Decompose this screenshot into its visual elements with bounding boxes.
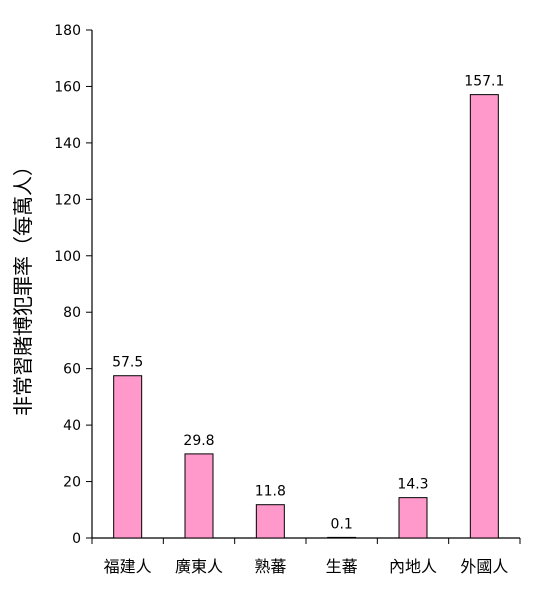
y-tick-label: 180 [54, 23, 81, 39]
bar-0 [113, 375, 143, 539]
y-tick-label: 120 [54, 192, 81, 208]
category-label-2: 熟蕃 [254, 557, 286, 576]
y-tick-label: 40 [63, 418, 81, 434]
y-axis-title: 非常習賭博犯罪率（每萬人） [11, 156, 35, 416]
data-label-0: 57.5 [112, 355, 143, 371]
y-axis-title-group: 非常習賭博犯罪率（每萬人） [11, 156, 35, 416]
bar-5 [469, 94, 499, 539]
y-ticks: 0 20 40 60 80 100 120 140 160 180 [54, 23, 92, 547]
category-label-4: 內地人 [389, 557, 437, 576]
y-tick-label: 140 [54, 136, 81, 152]
category-label-0: 福建人 [104, 557, 152, 576]
category-label-1: 廣東人 [175, 557, 223, 576]
data-label-2: 11.8 [255, 484, 286, 500]
y-tick-label: 160 [54, 79, 81, 95]
y-tick-label: 60 [63, 362, 81, 378]
data-label-4: 14.3 [397, 477, 428, 493]
category-label-3: 生蕃 [326, 557, 358, 576]
category-label-5: 外國人 [460, 557, 508, 576]
y-tick-label: 100 [54, 249, 81, 265]
y-tick-label: 80 [63, 305, 81, 321]
data-label-1: 29.8 [183, 433, 214, 449]
bar-2 [255, 504, 285, 539]
bar-3 [327, 536, 357, 539]
y-tick-label: 20 [63, 475, 81, 491]
bars [113, 94, 499, 539]
y-tick-label: 0 [72, 531, 81, 547]
x-labels: 福建人 廣東人 熟蕃 生蕃 內地人 外國人 [104, 557, 509, 576]
data-label-5: 157.1 [464, 74, 504, 90]
bar-4 [398, 497, 428, 539]
data-labels: 57.5 29.8 11.8 0.1 14.3 157.1 [112, 74, 504, 533]
data-label-3: 0.1 [331, 517, 353, 533]
axes [91, 30, 521, 544]
bar-1 [184, 453, 214, 539]
